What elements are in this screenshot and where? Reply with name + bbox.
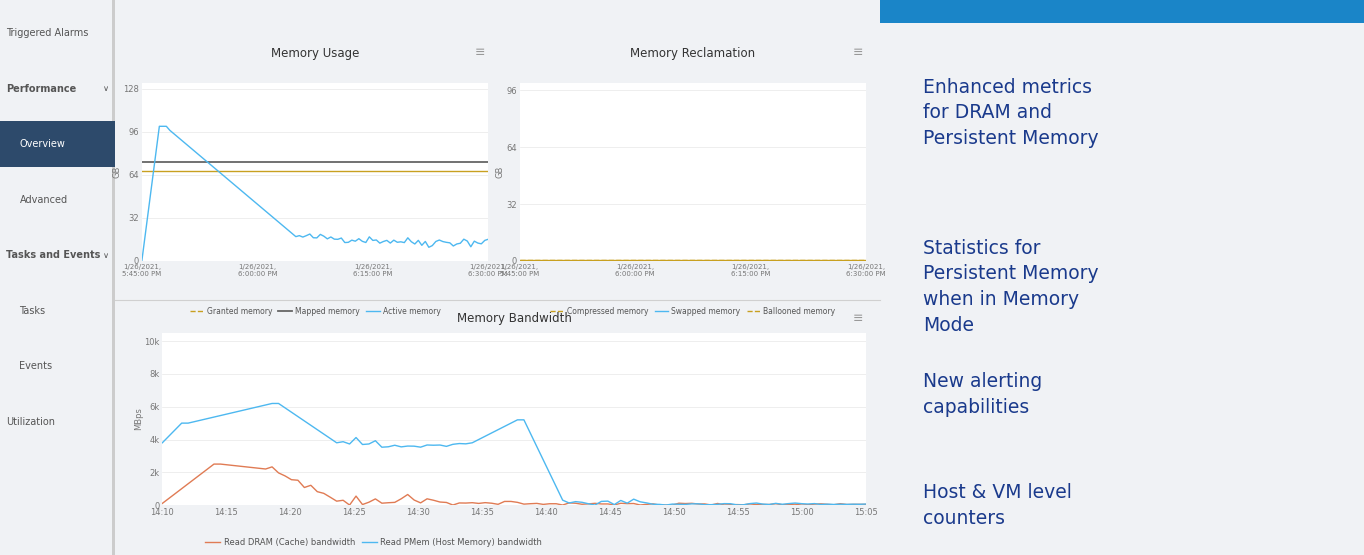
Text: Overview: Overview bbox=[19, 139, 65, 149]
Text: ≡: ≡ bbox=[475, 46, 486, 58]
Text: New alerting
capabilities: New alerting capabilities bbox=[923, 372, 1042, 417]
Text: Enhanced metrics
for DRAM and
Persistent Memory: Enhanced metrics for DRAM and Persistent… bbox=[923, 78, 1099, 148]
Text: Tasks and Events: Tasks and Events bbox=[5, 250, 100, 260]
Text: Memory Reclamation: Memory Reclamation bbox=[630, 47, 756, 60]
Text: Memory Usage: Memory Usage bbox=[271, 47, 359, 60]
Bar bbox=[880, 0, 1364, 23]
Y-axis label: MBps: MBps bbox=[134, 407, 143, 431]
Text: Utilization: Utilization bbox=[5, 417, 55, 427]
Legend: Compressed memory, Swapped memory, Ballooned memory: Compressed memory, Swapped memory, Ballo… bbox=[547, 304, 839, 319]
Text: Statistics for
Persistent Memory
when in Memory
Mode: Statistics for Persistent Memory when in… bbox=[923, 239, 1099, 335]
Legend: Granted memory, Mapped memory, Active memory: Granted memory, Mapped memory, Active me… bbox=[187, 304, 443, 319]
Text: ≡: ≡ bbox=[852, 46, 863, 58]
Text: Performance: Performance bbox=[5, 84, 76, 94]
Text: Advanced: Advanced bbox=[19, 195, 68, 205]
Y-axis label: GB: GB bbox=[496, 166, 505, 178]
Bar bbox=[112, 0, 115, 555]
Text: ≡: ≡ bbox=[852, 312, 863, 325]
Y-axis label: GB: GB bbox=[113, 166, 121, 178]
Text: Tasks: Tasks bbox=[19, 306, 45, 316]
Text: Host & VM level
counters: Host & VM level counters bbox=[923, 483, 1072, 528]
Text: Triggered Alarms: Triggered Alarms bbox=[5, 28, 89, 38]
Legend: Read DRAM (Cache) bandwidth, Read PMem (Host Memory) bandwidth: Read DRAM (Cache) bandwidth, Read PMem (… bbox=[202, 535, 546, 551]
Text: Events: Events bbox=[19, 361, 53, 371]
Text: ∨: ∨ bbox=[104, 251, 109, 260]
Text: ∨: ∨ bbox=[104, 84, 109, 93]
Text: Memory Bandwidth: Memory Bandwidth bbox=[457, 312, 572, 325]
Bar bbox=[0, 121, 115, 166]
